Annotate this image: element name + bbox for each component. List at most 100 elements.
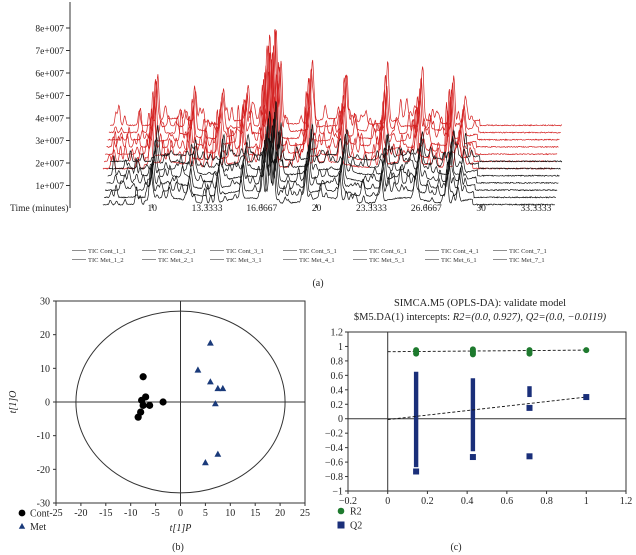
legend-label-q2: Q2 [350, 521, 362, 532]
met-tic-trace [108, 111, 561, 170]
x-tick-label: 0.2 [421, 496, 434, 507]
y-tick-label: −0.8 [325, 472, 343, 483]
met-point [194, 366, 202, 373]
chromatogram-legend: TIC Cont_1_1 TIC Cont_2_1 TIC Cont_3_1 TIC … [72, 248, 547, 264]
cont-trace-group [102, 29, 562, 170]
y-tick-label: -30 [37, 499, 50, 510]
y-axis-label: t[1]O [8, 391, 19, 414]
met-tic-trace [105, 133, 558, 192]
y-tick-label: 0.4 [331, 385, 344, 396]
x-tick-label: 26.6667 [411, 204, 442, 214]
legend-label-met: Met [30, 522, 46, 533]
x-tick-label: −0.2 [339, 496, 357, 507]
q2-point [469, 454, 476, 461]
legend-label: TIC Cont_5_1 [299, 248, 337, 255]
x-tick-label: 20 [275, 508, 285, 519]
cont-tic-trace [102, 71, 555, 170]
y-tick-label: 7e+007 [35, 47, 64, 57]
y-tick-label: 0 [45, 398, 50, 409]
x-tick-label: 16.6667 [246, 204, 277, 214]
q2-bar [413, 371, 419, 468]
y-tick-label: 5e+007 [35, 92, 64, 102]
x-tick-label: 25 [300, 508, 310, 519]
x-tick-label: 0.6 [501, 496, 514, 507]
q2-bar [527, 386, 532, 398]
validation-subtitle-prefix: $M5.DA(1) intercepts: [354, 312, 450, 323]
legend-marker-met [18, 523, 26, 529]
score-plot-area: -25 -20 -15 -10 -5 0 5 10 15 20 25 30 20 10 0 -10 -20 -30… [8, 297, 310, 535]
legend-label: TIC Met_5_1 [369, 257, 405, 264]
met-tic-trace [103, 140, 556, 199]
met-tic-trace [106, 125, 559, 185]
met-trace-group [102, 101, 563, 206]
panel-label-a: (a) [312, 278, 323, 289]
q2-regression-line [387, 396, 587, 421]
validation-title: SIMCA.M5 (OPLS-DA): validate model [394, 298, 566, 309]
met-tic-trace [110, 101, 563, 163]
x-tick-label: 20 [312, 204, 322, 214]
y-tick-label: 0.2 [331, 400, 344, 411]
y-tick-label: 1 [338, 342, 343, 353]
x-tick-label: 0.4 [461, 496, 474, 507]
y-tick-label: 3e+007 [35, 137, 64, 147]
y-tick-label: 30 [40, 297, 50, 308]
y-tick-label: 20 [40, 330, 50, 341]
x-tick-label: 0 [385, 496, 390, 507]
cont-tic-trace [103, 52, 557, 163]
x-tick-label: 0 [178, 508, 183, 519]
met-tic-trace [102, 137, 555, 206]
cont-point [159, 398, 167, 406]
x-tick-label: 1.2 [620, 496, 633, 507]
cont-tic-trace [109, 30, 562, 127]
legend-label: TIC Met_2_1 [158, 257, 194, 264]
y-tick-label: 0.8 [331, 356, 344, 367]
y-tick-label: -20 [37, 465, 50, 476]
cont-point [146, 401, 154, 409]
cont-tic-trace [107, 45, 560, 142]
x-tick-label: 13.3333 [192, 204, 223, 214]
validation-subtitle: $M5.DA(1) intercepts: R2=(0.0, 0.927), Q… [354, 312, 607, 323]
legend-marker-r2 [337, 507, 345, 515]
met-point [211, 400, 219, 407]
legend-label: TIC Cont_6_1 [369, 248, 407, 255]
y-tick-label: −0.2 [325, 429, 343, 440]
y-tick-label: −1 [332, 487, 343, 498]
permutation-validation-plot: SIMCA.M5 (OPLS-DA): validate model $M5.D… [325, 298, 632, 553]
x-tick-label: 5 [203, 508, 208, 519]
legend-label: TIC Cont_7_1 [509, 248, 547, 255]
opls-score-plot: -25 -20 -15 -10 -5 0 5 10 15 20 25 30 20 10 0 -10 -20 -30… [8, 297, 310, 554]
chromatogram-chart: 1e+007 2e+007 3e+007 4e+007 5e+007 6e+007 7e+0… [10, 2, 563, 289]
panel-label-c: (c) [450, 542, 461, 553]
x-axis-label: Time (minutes) [10, 203, 69, 214]
y-tick-label: 10 [40, 364, 50, 375]
chromatogram-axes: 1e+007 2e+007 3e+007 4e+007 5e+007 6e+007 7e+0… [10, 2, 552, 214]
legend-label: TIC Met_6_1 [441, 257, 477, 264]
q2-point [526, 453, 533, 460]
cont-point [139, 401, 147, 409]
q2-bar [470, 378, 476, 452]
q2-point [583, 394, 590, 401]
y-tick-label: 2e+007 [35, 160, 64, 170]
y-tick-label: 1e+007 [35, 182, 64, 192]
x-tick-label: 33.3333 [520, 204, 551, 214]
legend-label: TIC Met_1_2 [88, 257, 124, 264]
met-point [219, 384, 227, 392]
validation-r2-label: R2=(0.0, 0.927), [452, 312, 523, 323]
x-tick-label: 23.3333 [356, 204, 387, 214]
r2-regression-line [387, 349, 587, 353]
validation-q2-label: Q2=(0.0, −0.0119) [526, 312, 607, 323]
met-point [206, 378, 214, 385]
q2-point [526, 404, 533, 411]
cont-tic-trace [108, 29, 561, 134]
plot-frame [347, 331, 627, 492]
r2-point [469, 346, 476, 353]
y-tick-label: 1.2 [331, 328, 344, 339]
validation-plot-area: −0.2 0 0.2 0.4 0.6 0.8 1 1.2 1.2 1 0.8 0.6 0.4 0.2 0 −0… [325, 328, 632, 508]
legend-marker-q2 [337, 521, 345, 529]
met-point [214, 384, 222, 392]
r2-point [583, 347, 590, 354]
x-tick-label: 0.8 [540, 496, 553, 507]
legend-label-r2: R2 [350, 507, 362, 518]
y-tick-label: −0.6 [325, 458, 343, 469]
